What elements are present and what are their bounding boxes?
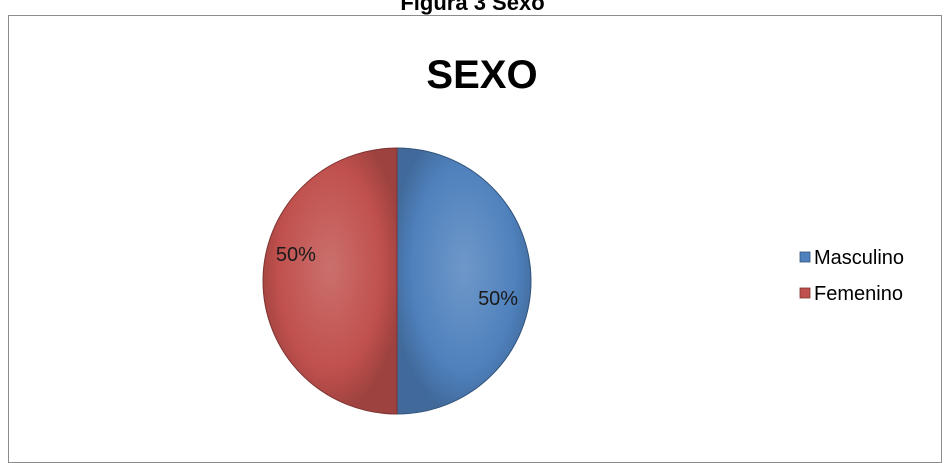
chart-title: SEXO (426, 53, 537, 97)
pie-slice-masculino (396, 147, 532, 415)
pie-slice-femenino (262, 147, 398, 415)
slice-label-femenino: 50% (276, 244, 316, 266)
figure-caption: Figura 3 Sexo (400, 0, 545, 15)
legend-label-femenino: Femenino (814, 283, 903, 305)
legend-label-masculino: Masculino (814, 247, 904, 269)
legend-swatch-femenino (799, 287, 811, 299)
legend: Masculino Femenino (799, 247, 904, 305)
slice-labels: 50% 50% (276, 244, 518, 310)
slice-label-masculino: 50% (478, 288, 518, 310)
pie-slices (262, 147, 532, 415)
legend-swatch-masculino (799, 251, 811, 263)
